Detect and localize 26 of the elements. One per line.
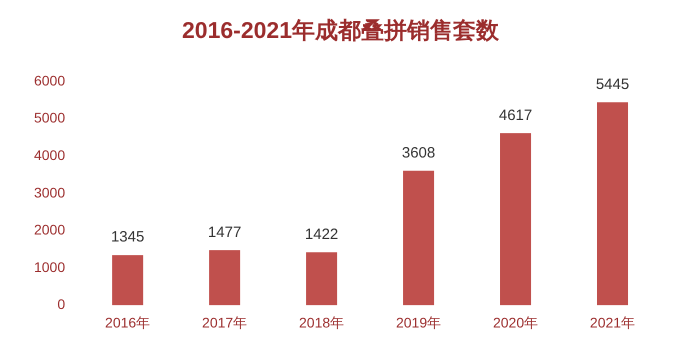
data-label: 1477 [208, 224, 242, 241]
bar [112, 255, 144, 306]
data-label: 5445 [596, 76, 630, 93]
y-tick-label: 3000 [34, 184, 66, 200]
bar [596, 102, 628, 306]
y-tick-label: 5000 [34, 110, 66, 126]
x-tick-label: 2019年 [396, 314, 442, 330]
data-label: 3608 [402, 144, 436, 162]
y-tick-label: 6000 [34, 72, 66, 88]
y-tick-label: 2000 [34, 222, 66, 238]
y-tick-label: 4000 [34, 146, 66, 163]
bar [209, 250, 240, 306]
y-tick-label: 1000 [34, 258, 66, 275]
bar [500, 133, 532, 306]
y-tick-label: 0 [57, 296, 66, 312]
x-tick-label: 2020年 [492, 314, 538, 330]
chart-title: 2016-2021年成都叠拼销售套数 [182, 17, 500, 44]
bar [403, 170, 434, 306]
data-label: 4617 [498, 106, 532, 124]
x-tick-label: 2016年 [105, 314, 150, 330]
data-label: 1345 [110, 228, 144, 246]
data-label: 1422 [304, 226, 338, 243]
x-tick-label: 2018年 [299, 314, 344, 330]
x-tick-label: 2021年 [590, 314, 636, 330]
bar [306, 252, 338, 306]
x-tick-label: 2017年 [202, 314, 248, 330]
